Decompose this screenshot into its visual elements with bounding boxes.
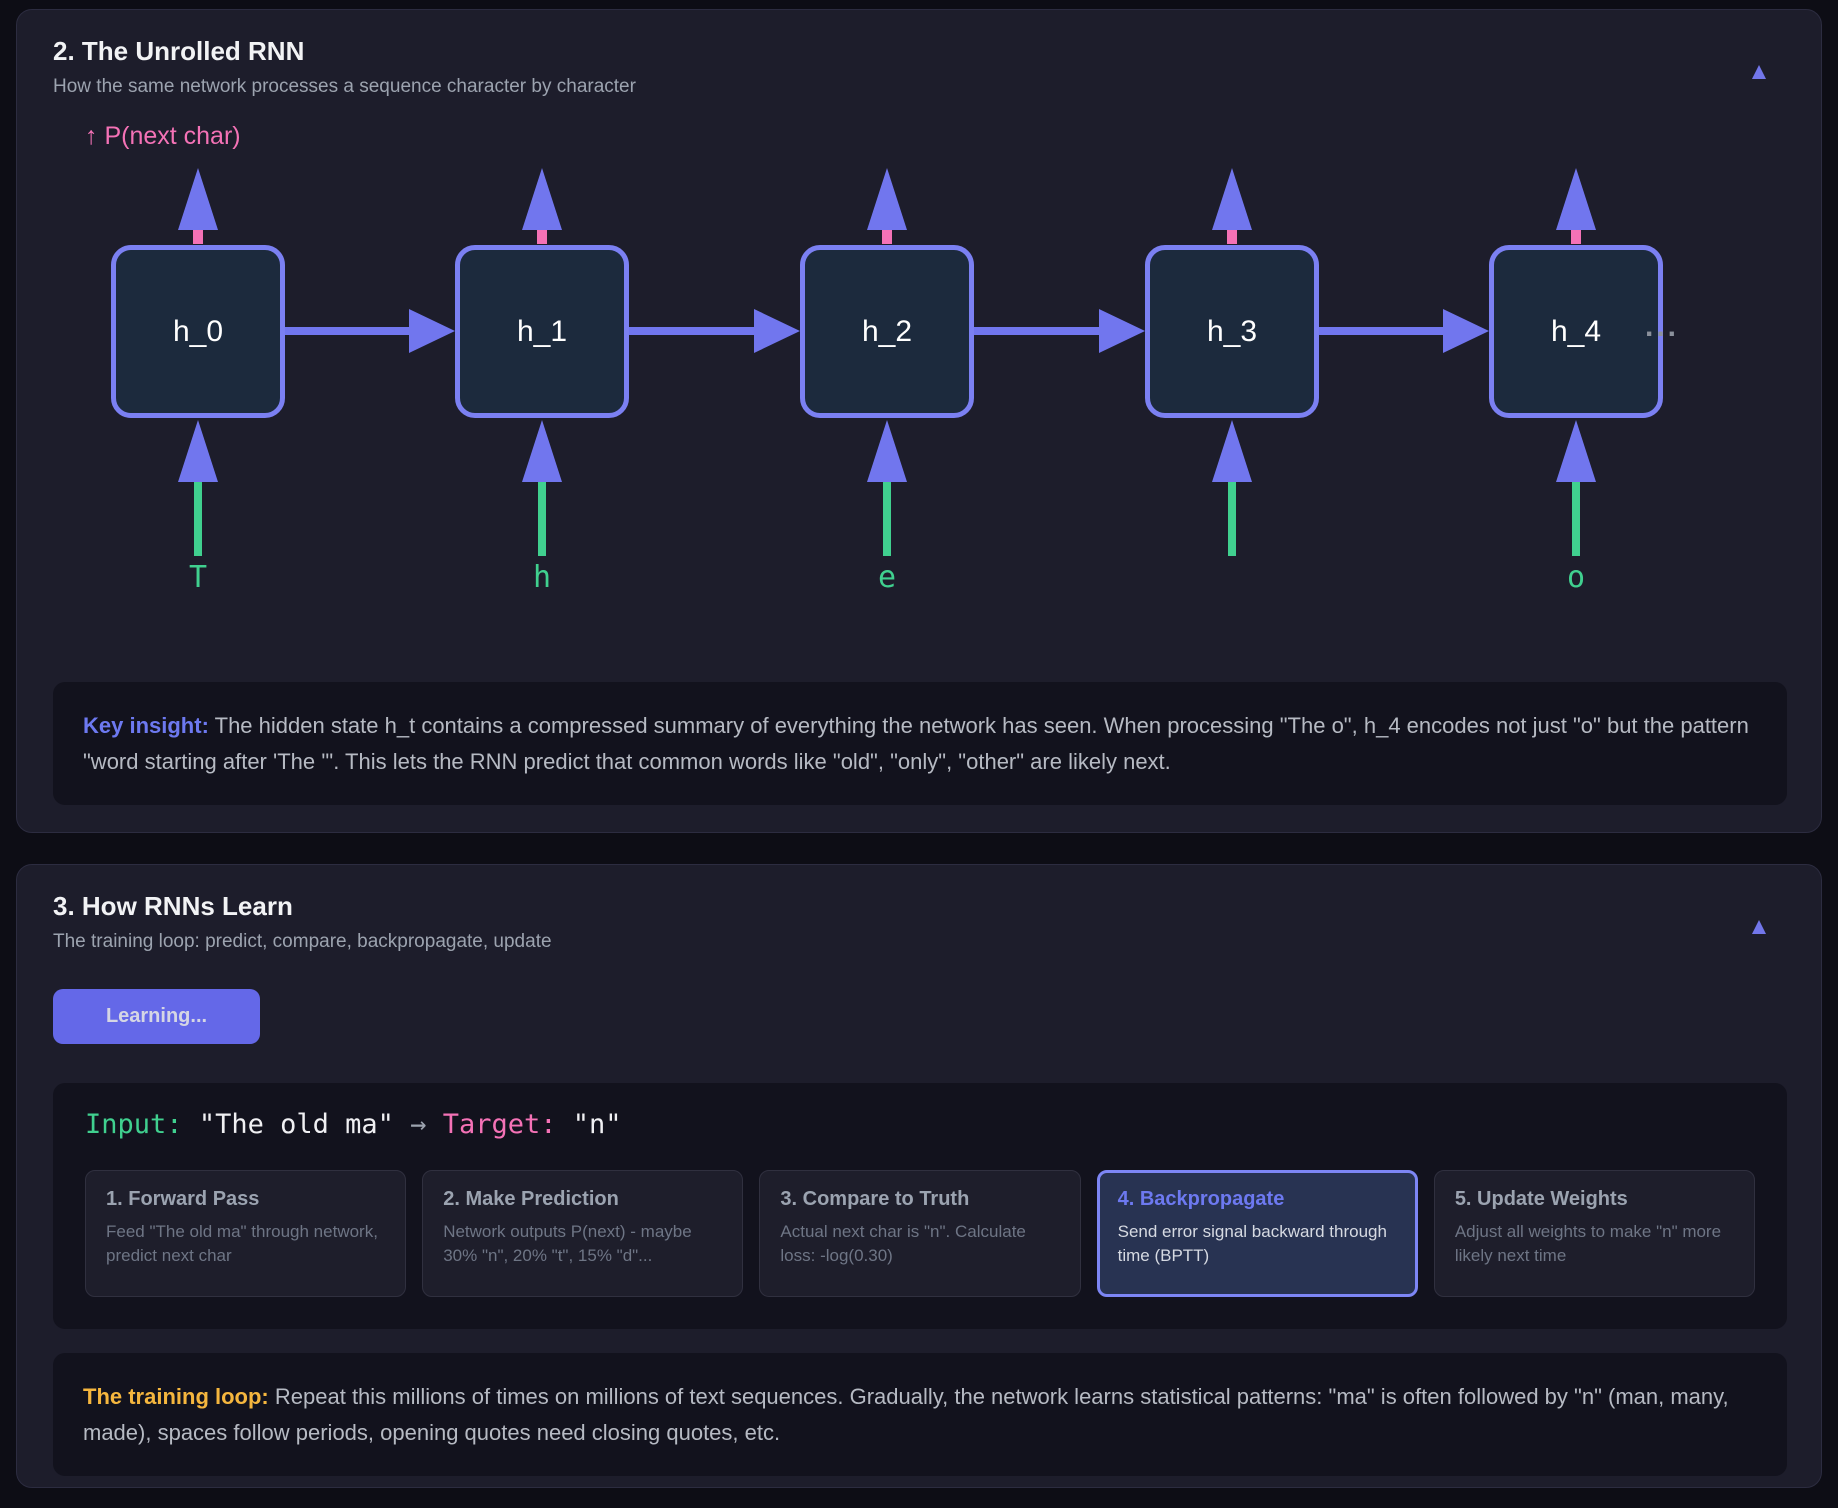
cell-label: h_0 xyxy=(172,314,224,348)
step-card-update-weights: 5. Update Weights Adjust all weights to … xyxy=(1433,1170,1756,1297)
continuation-ellipsis: ... xyxy=(1645,310,1680,343)
recurrent-arrow-head-icon xyxy=(1443,309,1489,353)
input-arrow-stem xyxy=(883,482,891,556)
training-loop-label: The training loop: xyxy=(83,1384,269,1409)
recurrent-arrow-line xyxy=(1319,327,1443,335)
cell-label: h_2 xyxy=(861,314,913,348)
training-example-box: Input: "The old ma" → Target: "n" 1. For… xyxy=(53,1083,1787,1329)
recurrent-arrow-line xyxy=(285,327,409,335)
output-probability-label: ↑ P(next char) xyxy=(85,122,241,150)
input-arrow-stem xyxy=(538,482,546,556)
output-arrow-stub xyxy=(882,230,892,244)
step-title: 4. Backpropagate xyxy=(1117,1188,1285,1210)
step-title: 1. Forward Pass xyxy=(106,1188,260,1210)
input-arrow-icon xyxy=(1556,420,1596,482)
key-insight-text: The hidden state h_t contains a compress… xyxy=(83,713,1749,774)
input-arrow-icon xyxy=(1212,420,1252,482)
cell-label: h_4 xyxy=(1550,314,1602,348)
step-card-compare-to-truth: 3. Compare to Truth Actual next char is … xyxy=(759,1170,1081,1297)
input-character: h xyxy=(532,560,552,595)
hidden-state-cell: h_2 xyxy=(800,245,974,418)
step-body: Actual next char is "n". Calculate loss:… xyxy=(780,1222,1026,1266)
target-value: "n" xyxy=(572,1109,622,1140)
training-steps-row: 1. Forward Pass Feed "The old ma" throug… xyxy=(85,1170,1756,1297)
cell-label: h_3 xyxy=(1206,314,1258,348)
section-subtitle: How the same network processes a sequenc… xyxy=(53,76,636,97)
hidden-state-cell: h_1 xyxy=(455,245,629,418)
cell-label: h_1 xyxy=(516,314,568,348)
output-arrow-icon xyxy=(178,168,218,230)
section-subtitle: The training loop: predict, compare, bac… xyxy=(53,931,552,952)
input-arrow-stem xyxy=(1228,482,1236,556)
input-value: "The old ma" xyxy=(198,1109,394,1140)
output-arrow-stub xyxy=(1571,230,1581,244)
training-example-line: Input: "The old ma" → Target: "n" xyxy=(85,1109,1755,1140)
step-body: Feed "The old ma" through network, predi… xyxy=(106,1222,378,1266)
hidden-state-cell: h_4 xyxy=(1489,245,1663,418)
hidden-state-cell: h_3 xyxy=(1145,245,1319,418)
output-arrow-stub xyxy=(1227,230,1237,244)
triangle-up-icon: ▲ xyxy=(1747,58,1771,85)
right-arrow-icon: → xyxy=(410,1109,427,1140)
step-body: Adjust all weights to make "n" more like… xyxy=(1454,1222,1722,1266)
input-arrow-stem xyxy=(194,482,202,556)
input-character: e xyxy=(877,560,897,595)
step-title: 3. Compare to Truth xyxy=(780,1188,970,1210)
training-loop-note-box: The training loop: Repeat this millions … xyxy=(53,1353,1787,1477)
key-insight-box: Key insight: The hidden state h_t contai… xyxy=(53,682,1787,806)
input-character: T xyxy=(188,560,208,595)
section-title: 3. How RNNs Learn xyxy=(53,891,293,921)
collapse-section-button[interactable]: ▲ xyxy=(1741,909,1777,945)
recurrent-arrow-line xyxy=(629,327,754,335)
output-arrow-stub xyxy=(193,230,203,244)
output-arrow-stub xyxy=(537,230,547,244)
input-arrow-stem xyxy=(1572,482,1580,556)
learning-button[interactable]: Learning... xyxy=(53,989,260,1044)
triangle-up-icon: ▲ xyxy=(1747,913,1771,940)
step-title: 2. Make Prediction xyxy=(443,1188,619,1210)
training-loop-text: Repeat this millions of times on million… xyxy=(83,1384,1729,1445)
section-unrolled-rnn: 2. The Unrolled RNN How the same network… xyxy=(16,9,1822,833)
step-card-forward-pass: 1. Forward Pass Feed "The old ma" throug… xyxy=(85,1170,407,1297)
input-character: o xyxy=(1566,560,1586,595)
step-card-make-prediction: 2. Make Prediction Network outputs P(nex… xyxy=(422,1170,744,1297)
output-arrow-icon xyxy=(522,168,562,230)
step-card-backpropagate-active: 4. Backpropagate Send error signal backw… xyxy=(1096,1170,1418,1297)
section-how-rnns-learn: 3. How RNNs Learn The training loop: pre… xyxy=(16,864,1822,1488)
output-arrow-icon xyxy=(1556,168,1596,230)
recurrent-arrow-head-icon xyxy=(1099,309,1145,353)
recurrent-arrow-head-icon xyxy=(754,309,800,353)
recurrent-arrow-line xyxy=(974,327,1099,335)
input-label: Input: xyxy=(85,1109,183,1140)
hidden-state-cell: h_0 xyxy=(111,245,285,418)
recurrent-arrow-head-icon xyxy=(409,309,455,353)
key-insight-label: Key insight: xyxy=(83,713,209,738)
step-body: Network outputs P(next) - maybe 30% "n",… xyxy=(443,1222,692,1266)
section-title: 2. The Unrolled RNN xyxy=(53,36,305,66)
input-arrow-icon xyxy=(867,420,907,482)
collapse-section-button[interactable]: ▲ xyxy=(1741,54,1777,90)
output-arrow-icon xyxy=(867,168,907,230)
step-title: 5. Update Weights xyxy=(1454,1188,1628,1210)
output-arrow-icon xyxy=(1212,168,1252,230)
input-arrow-icon xyxy=(178,420,218,482)
input-arrow-icon xyxy=(522,420,562,482)
step-body: Send error signal backward through time … xyxy=(1117,1222,1387,1266)
target-label: Target: xyxy=(442,1109,557,1140)
